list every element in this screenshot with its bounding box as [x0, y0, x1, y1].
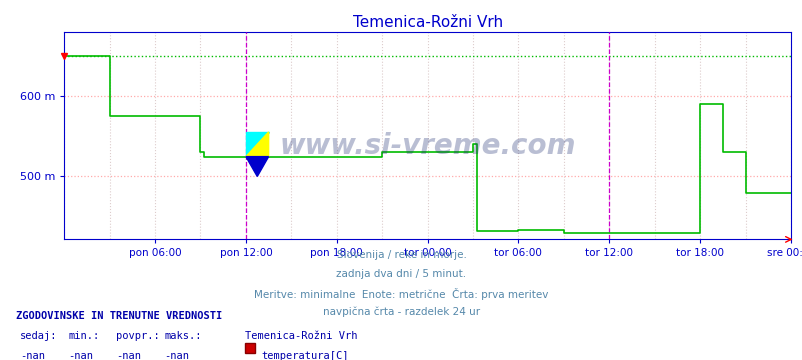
Text: temperatura[C]: temperatura[C]	[261, 351, 349, 360]
Text: Temenica-Rožni Vrh: Temenica-Rožni Vrh	[245, 331, 357, 341]
Text: -nan: -nan	[164, 351, 189, 360]
Text: www.si-vreme.com: www.si-vreme.com	[279, 132, 575, 160]
Text: -nan: -nan	[116, 351, 141, 360]
Polygon shape	[245, 132, 269, 157]
Title: Temenica-Rožni Vrh: Temenica-Rožni Vrh	[352, 15, 502, 30]
Text: Slovenija / reke in morje.: Slovenija / reke in morje.	[336, 250, 466, 260]
Text: navpična črta - razdelek 24 ur: navpična črta - razdelek 24 ur	[322, 306, 480, 317]
Text: povpr.:: povpr.:	[116, 331, 160, 341]
Text: zadnja dva dni / 5 minut.: zadnja dva dni / 5 minut.	[336, 269, 466, 279]
Polygon shape	[245, 157, 269, 176]
Text: ZGODOVINSKE IN TRENUTNE VREDNOSTI: ZGODOVINSKE IN TRENUTNE VREDNOSTI	[16, 311, 222, 321]
Text: Meritve: minimalne  Enote: metrične  Črta: prva meritev: Meritve: minimalne Enote: metrične Črta:…	[254, 288, 548, 300]
Text: maks.:: maks.:	[164, 331, 202, 341]
Text: min.:: min.:	[68, 331, 99, 341]
Text: -nan: -nan	[68, 351, 93, 360]
Text: -nan: -nan	[20, 351, 45, 360]
Polygon shape	[245, 132, 269, 157]
Text: sedaj:: sedaj:	[20, 331, 58, 341]
